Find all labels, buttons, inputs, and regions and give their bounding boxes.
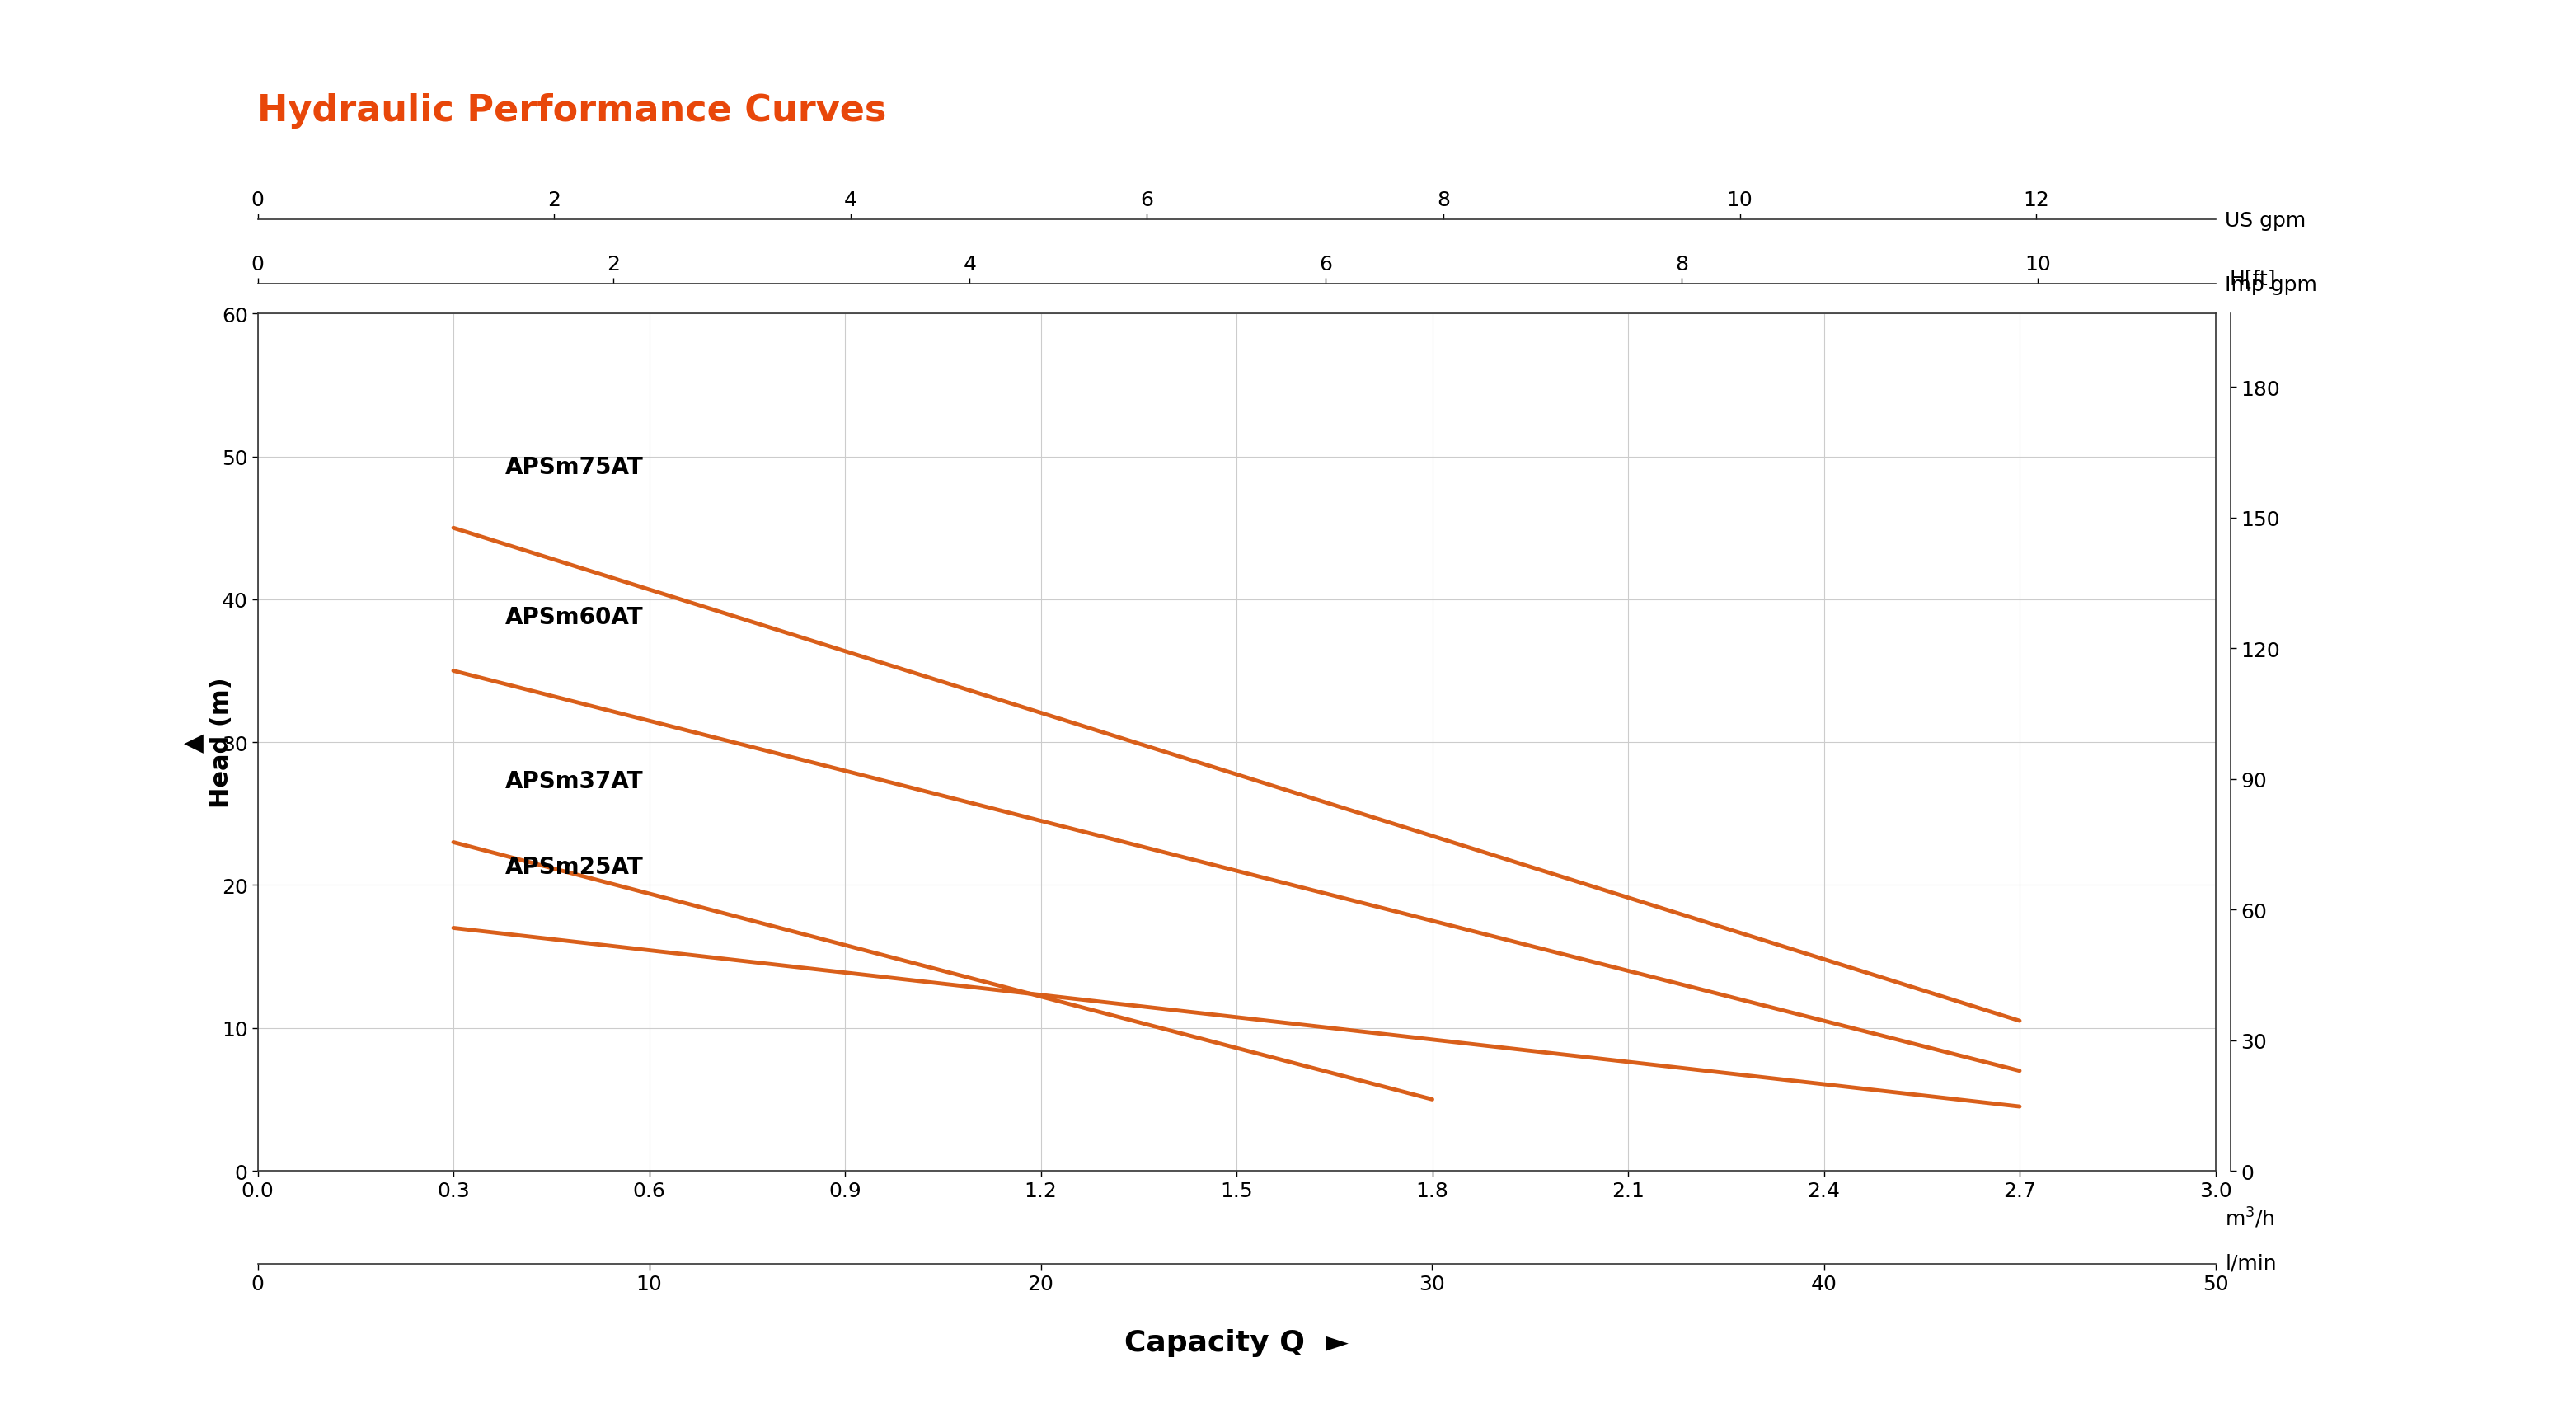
Text: l/min: l/min xyxy=(2226,1254,2277,1272)
Text: US gpm: US gpm xyxy=(2226,211,2306,230)
Y-axis label: ▲
Head (m): ▲ Head (m) xyxy=(183,677,234,808)
Text: Imp gpm: Imp gpm xyxy=(2226,276,2318,294)
Text: m$^3$/h: m$^3$/h xyxy=(2226,1205,2275,1230)
Text: Capacity Q  ►: Capacity Q ► xyxy=(1123,1328,1350,1357)
Text: Hydraulic Performance Curves: Hydraulic Performance Curves xyxy=(258,93,886,129)
Text: APSm37AT: APSm37AT xyxy=(505,770,644,793)
Text: APSm25AT: APSm25AT xyxy=(505,855,644,878)
Text: APSm75AT: APSm75AT xyxy=(505,456,644,478)
Text: H[ft]: H[ft] xyxy=(2231,268,2277,288)
Text: APSm60AT: APSm60AT xyxy=(505,605,644,628)
